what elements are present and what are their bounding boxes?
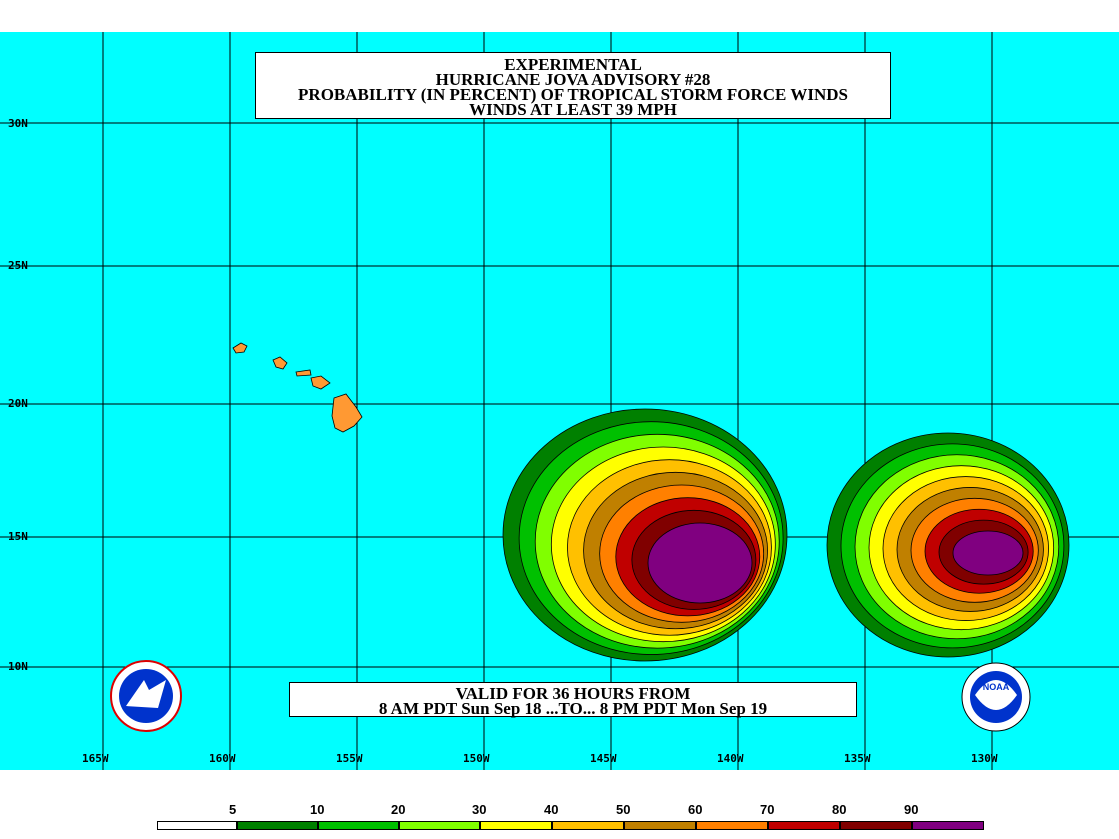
big-island (331, 393, 363, 433)
lon-label-160w: 160W (209, 752, 236, 765)
lat-label-10n: 10N (8, 660, 28, 673)
nws-logo (110, 660, 182, 732)
legend-label: 60 (688, 802, 703, 817)
svg-text:NOAA: NOAA (983, 682, 1010, 692)
ocean-background (0, 32, 1119, 770)
valid-time-box: VALID FOR 36 HOURS FROM 8 AM PDT Sun Sep… (289, 682, 857, 717)
legend-swatch (318, 821, 399, 830)
legend-swatch (840, 821, 912, 830)
lat-lon-grid (0, 32, 1119, 770)
legend-label: 70 (760, 802, 775, 817)
legend-label: 30 (472, 802, 487, 817)
legend-label: 5 (229, 802, 237, 817)
legend-label: 50 (616, 802, 631, 817)
valid-line-2: 8 AM PDT Sun Sep 18 ...TO... 8 PM PDT Mo… (378, 699, 768, 718)
legend-swatch (768, 821, 840, 830)
lon-label-130w: 130W (971, 752, 998, 765)
lon-label-145w: 145W (590, 752, 617, 765)
lat-label-20n: 20N (8, 397, 28, 410)
title-line-3: PROBABILITY (IN PERCENT) OF TROPICAL STO… (298, 85, 848, 104)
legend-swatch (237, 821, 318, 830)
lon-label-135w: 135W (844, 752, 871, 765)
noaa-logo: NOAA (961, 662, 1031, 732)
legend-label: 10 (310, 802, 325, 817)
oahu-island (272, 356, 288, 370)
valid-line-1: VALID FOR 36 HOURS FROM (455, 684, 691, 703)
maui-island (310, 375, 331, 390)
legend-swatch (624, 821, 696, 830)
lon-label-140w: 140W (717, 752, 744, 765)
legend-swatch (912, 821, 984, 830)
probability-contour-band (647, 522, 753, 604)
legend-swatch (696, 821, 768, 830)
legend-swatch (399, 821, 480, 830)
lat-label-25n: 25N (8, 259, 28, 272)
title-box: EXPERIMENTAL HURRICANE JOVA ADVISORY #28… (255, 52, 891, 119)
probability-map: NOAA (0, 32, 1119, 770)
title-line-1: EXPERIMENTAL (504, 55, 642, 74)
title-line-2: HURRICANE JOVA ADVISORY #28 (435, 70, 711, 89)
probability-contour-band (952, 530, 1024, 576)
storm-probability-area-west (502, 408, 788, 662)
legend-label: 20 (391, 802, 406, 817)
legend-label: 90 (904, 802, 919, 817)
legend-swatch (552, 821, 624, 830)
molokai-island (295, 369, 312, 377)
lon-label-165w: 165W (82, 752, 109, 765)
hawaiian-islands (232, 342, 363, 433)
lat-label-15n: 15N (8, 530, 28, 543)
title-line-4: WINDS AT LEAST 39 MPH (469, 100, 677, 119)
lon-label-155w: 155W (336, 752, 363, 765)
lat-label-30n: 30N (8, 117, 28, 130)
legend-swatch (480, 821, 552, 830)
lon-label-150w: 150W (463, 752, 490, 765)
storm-probability-area-east (826, 432, 1070, 658)
legend-label: 40 (544, 802, 559, 817)
kauai-island (232, 342, 248, 354)
legend-swatch (157, 821, 237, 830)
legend-label: 80 (832, 802, 847, 817)
